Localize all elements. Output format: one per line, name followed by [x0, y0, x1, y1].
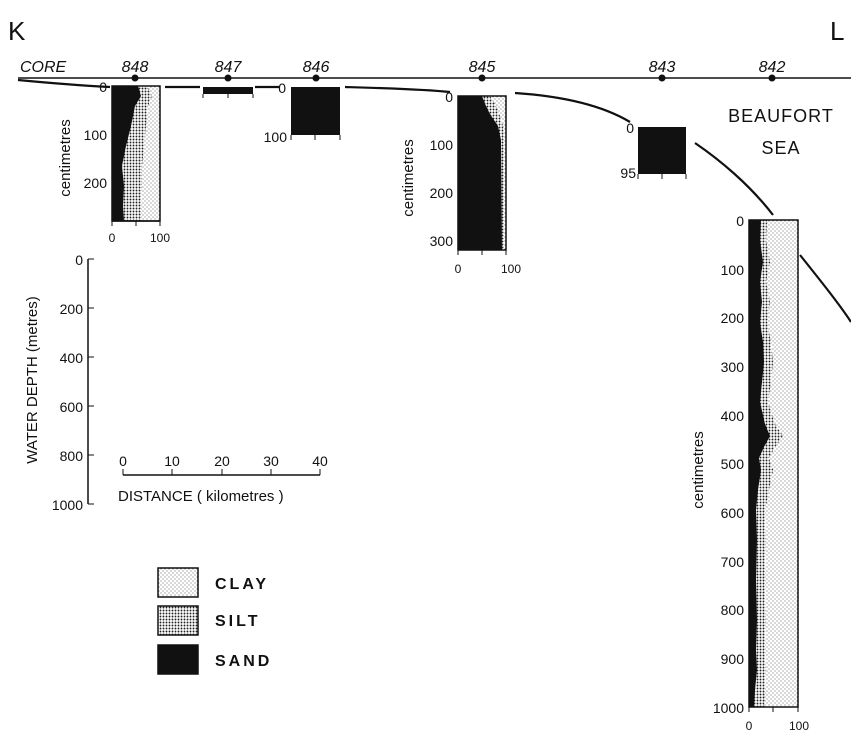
core-842-y-tick: 0	[736, 213, 744, 229]
distance-tick: 40	[312, 453, 328, 469]
core-842-y-tick: 1000	[713, 700, 744, 716]
core-848-x-tick: 0	[109, 231, 116, 245]
legend: CLAY SILT SAND	[157, 567, 272, 675]
core-number-842: 842	[759, 59, 786, 76]
core-842-y-tick: 900	[721, 651, 745, 667]
sand-layer	[112, 86, 141, 221]
core-number-843: 843	[649, 59, 676, 76]
core-848-y-tick: 200	[84, 175, 108, 191]
core-846-y-tick: 0	[278, 80, 286, 96]
core-845-x-tick: 0	[455, 262, 462, 276]
core-site-marker	[131, 74, 139, 82]
core-845-y-tick: 200	[430, 185, 454, 201]
core-846-y-tick: 100	[264, 129, 288, 145]
core-842-y-tick: 300	[721, 359, 745, 375]
water-depth-axis	[87, 258, 94, 505]
core-site-marker	[224, 74, 232, 82]
distance-tick: 0	[119, 453, 127, 469]
core-846-column	[290, 87, 341, 140]
sand-layer	[638, 127, 686, 174]
depth-axis-title: WATER DEPTH (metres)	[24, 296, 41, 464]
core-845-y-tick: 300	[430, 233, 454, 249]
depth-tick: 400	[60, 350, 84, 366]
sea-label-line1: BEAUFORT	[728, 106, 834, 126]
depth-tick: 1000	[52, 497, 83, 513]
legend-label-sand: SAND	[215, 653, 272, 670]
core-845-axis-title: centimetres	[400, 139, 417, 217]
sand-layer	[749, 220, 770, 707]
core-848-y-tick: 0	[99, 79, 107, 95]
core-848-x-tick: 100	[150, 231, 170, 245]
core-site-marker	[312, 74, 320, 82]
sand-layer	[458, 96, 502, 250]
core-845-x-tick: 100	[501, 262, 521, 276]
legend-label-silt: SILT	[215, 613, 260, 630]
core-site-marker	[658, 74, 666, 82]
core-842-column	[748, 219, 799, 712]
legend-label-clay: CLAY	[215, 576, 269, 593]
core-848-y-tick: 100	[84, 127, 108, 143]
sea-label-line2: SEA	[761, 138, 800, 158]
core-842-y-tick: 500	[721, 456, 745, 472]
core-number-846: 846	[303, 59, 330, 76]
core-842-axis-title: centimetres	[690, 431, 707, 509]
legend-swatch-sand	[157, 644, 199, 675]
legend-swatch-clay	[157, 567, 199, 598]
core-842-y-tick: 700	[721, 554, 745, 570]
core-843-y-tick: 95	[620, 165, 636, 181]
core-site-marker	[768, 74, 776, 82]
core-842-x-tick: 0	[746, 719, 753, 733]
corner-label-l: L	[830, 16, 844, 46]
core-843-column	[637, 127, 687, 179]
core-848-column	[111, 85, 161, 226]
distance-tick: 20	[214, 453, 230, 469]
depth-tick: 200	[60, 301, 84, 317]
legend-swatch-silt	[157, 605, 199, 636]
core-number-848: 848	[122, 59, 149, 76]
core-845-column	[457, 95, 507, 255]
core-845-y-tick: 0	[445, 89, 453, 105]
distance-tick: 30	[263, 453, 279, 469]
sand-layer	[291, 87, 340, 135]
core-number-845: 845	[469, 59, 496, 76]
core-842-y-tick: 200	[721, 310, 745, 326]
core-842-y-ticks: 0 100 200 300 400 500 600 700 800 900 10…	[713, 213, 744, 716]
core-row-label: CORE	[20, 59, 67, 76]
seafloor-profile-line	[17, 78, 851, 323]
distance-tick: 10	[164, 453, 180, 469]
distance-scale-title: DISTANCE ( kilometres )	[118, 488, 284, 505]
depth-tick: 0	[75, 252, 83, 268]
core-842-x-tick: 100	[789, 719, 809, 733]
corner-label-k: K	[8, 16, 26, 46]
core-number-847: 847	[215, 59, 243, 76]
core-848-axis-title: centimetres	[57, 119, 74, 197]
core-site-markers	[131, 74, 776, 82]
core-847-column	[202, 87, 254, 98]
depth-tick: 800	[60, 448, 84, 464]
core-842-y-tick: 400	[721, 408, 745, 424]
core-842-y-tick: 600	[721, 505, 745, 521]
core-842-y-tick: 100	[721, 262, 745, 278]
depth-tick: 600	[60, 399, 84, 415]
sand-layer	[203, 87, 253, 94]
core-842-y-tick: 800	[721, 602, 745, 618]
core-845-y-tick: 100	[430, 137, 454, 153]
core-843-y-tick: 0	[626, 120, 634, 136]
core-site-marker	[478, 74, 486, 82]
distance-scale-bar	[122, 469, 321, 476]
